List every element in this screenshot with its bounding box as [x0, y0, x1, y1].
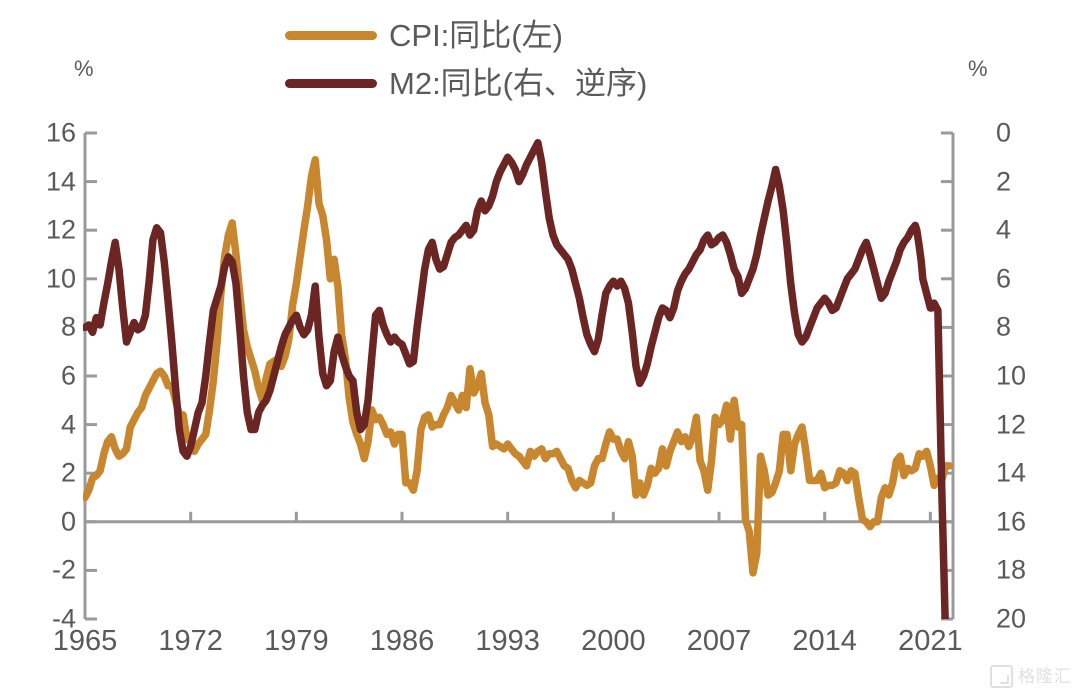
left-axis-tick-label: 10: [45, 263, 76, 294]
right-axis-tick-label: 2: [996, 166, 1012, 197]
left-axis-tick-label: 6: [60, 360, 76, 391]
x-axis-tick-label: 2000: [581, 625, 646, 657]
left-axis-tick-label: 16: [45, 117, 76, 148]
left-axis-tick-label: 0: [60, 506, 76, 537]
x-axis-tick-label: 1986: [369, 625, 435, 657]
left-axis-tick-label: -2: [51, 554, 76, 585]
x-axis-tick-label: 1979: [264, 625, 329, 657]
right-axis-tick-label: 14: [996, 457, 1027, 488]
right-axis-tick-label: 0: [996, 117, 1012, 148]
right-axis-tick-label: 10: [996, 360, 1027, 391]
watermark-text: 格隆汇: [1018, 667, 1072, 686]
x-axis-tick-labels: 1965 1972 1979 1986 1993 2000 2007 2014 2021: [0, 627, 1080, 673]
axis-layer: [83, 131, 955, 621]
right-axis-tick-label: 16: [996, 506, 1027, 537]
right-axis-tick-label: 4: [996, 214, 1012, 245]
right-axis-tick-label: 6: [996, 263, 1012, 294]
watermark: 格隆汇: [990, 665, 1072, 688]
right-axis-tick-label: 8: [996, 311, 1012, 342]
legend-label-cpi: CPI:同比(左): [389, 17, 563, 53]
x-axis-tick-label: 2014: [792, 625, 857, 657]
left-axis-unit-label: %: [74, 56, 94, 81]
right-axis-tick-label: 20: [996, 603, 1027, 634]
x-axis-tick-label: 1993: [475, 625, 540, 657]
right-axis-tick-label: 18: [996, 554, 1027, 585]
plot-svg: [83, 131, 955, 621]
x-axis-tick-label: 1972: [158, 625, 223, 657]
series-line-cpi: [83, 155, 953, 577]
series-line-m2: [83, 138, 949, 619]
plot-area: [83, 131, 955, 621]
right-axis-tick-label: 12: [996, 409, 1027, 440]
left-axis-tick-label: -4: [51, 603, 76, 634]
x-axis-tick-label: 2007: [686, 625, 752, 657]
legend-label-m2: M2:同比(右、逆序): [389, 65, 648, 101]
chart-legend: CPI:同比(左) M2:同比(右、逆序): [285, 14, 647, 104]
x-axis-tick-label: 2021: [898, 625, 963, 657]
legend-swatch-cpi: [285, 30, 377, 40]
left-axis-tick-label: 8: [60, 311, 76, 342]
left-axis-tick-labels: 16 14 12 10 8 6 4 2 0 -2 -4: [18, 119, 76, 632]
legend-swatch-m2: [285, 78, 377, 88]
gelonghui-logo-icon: [990, 665, 1013, 688]
legend-item-m2[interactable]: M2:同比(右、逆序): [285, 62, 647, 104]
series-layer: [83, 138, 953, 619]
left-axis-tick-label: 2: [60, 457, 76, 488]
legend-item-cpi[interactable]: CPI:同比(左): [285, 14, 647, 56]
left-axis-tick-label: 12: [45, 214, 76, 245]
left-axis-tick-label: 4: [60, 409, 76, 440]
x-axis-tick-label: 1965: [52, 625, 118, 657]
right-axis-unit-label: %: [968, 56, 988, 81]
left-axis-tick-label: 14: [45, 166, 76, 197]
right-axis-tick-labels: 0 2 4 6 8 10 12 14 16 18 20: [996, 119, 1054, 632]
